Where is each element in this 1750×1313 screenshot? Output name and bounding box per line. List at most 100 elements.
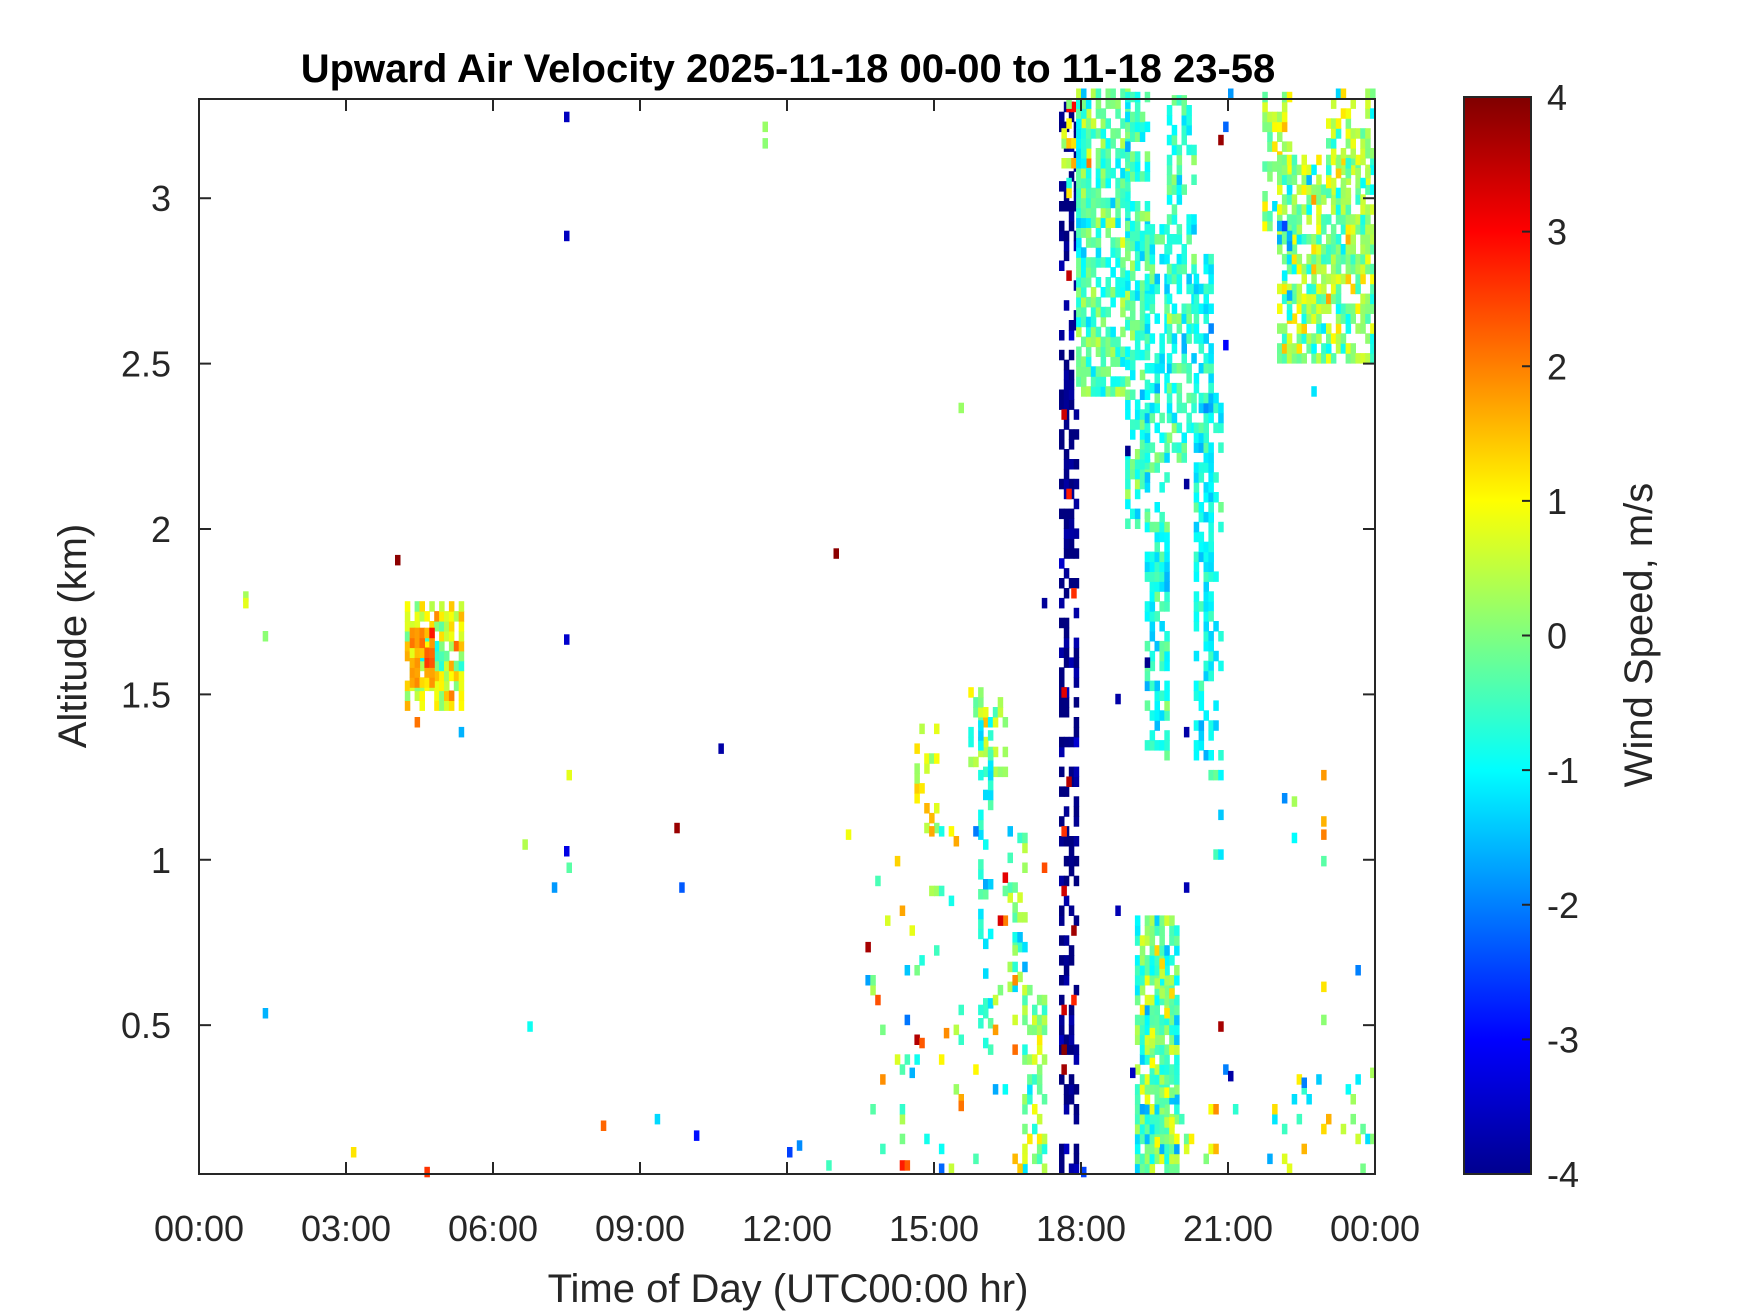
- heatmap-cell: [1370, 224, 1376, 235]
- heatmap-cell: [1059, 697, 1065, 708]
- heatmap-cell: [1330, 194, 1337, 205]
- heatmap-cell: [1130, 230, 1136, 242]
- heatmap-point: [1002, 872, 1009, 883]
- heatmap-cell: [1365, 293, 1371, 305]
- heatmap-cell: [1174, 1074, 1180, 1085]
- heatmap-cell: [1095, 88, 1102, 99]
- heatmap-cell: [1193, 621, 1200, 632]
- heatmap-cell: [983, 998, 989, 1009]
- heatmap-cell: [1213, 650, 1219, 662]
- heatmap-cell: [1073, 836, 1080, 847]
- heatmap-cell: [1063, 736, 1070, 748]
- heatmap-cell: [1134, 111, 1141, 123]
- heatmap-cell: [1068, 1004, 1075, 1016]
- heatmap-cell: [1063, 617, 1070, 629]
- heatmap-cell: [1095, 296, 1102, 308]
- heatmap-cell: [1110, 237, 1116, 248]
- heatmap-cell: [453, 611, 460, 622]
- heatmap-cell: [1360, 293, 1366, 305]
- heatmap-cell: [1144, 1024, 1151, 1036]
- heatmap-cell: [1134, 1014, 1141, 1026]
- heatmap-cell: [1169, 1074, 1175, 1085]
- heatmap-cell: [1186, 144, 1192, 156]
- heatmap-cell: [1198, 442, 1205, 453]
- heatmap-cell: [1208, 611, 1214, 622]
- heatmap-cell: [1213, 422, 1219, 434]
- heatmap-point: [1321, 1014, 1327, 1026]
- heatmap-cell: [1360, 313, 1366, 324]
- heatmap-cell: [1134, 151, 1141, 162]
- heatmap-cell: [1350, 154, 1356, 166]
- heatmap-cell: [1068, 846, 1075, 857]
- heatmap-cell: [1139, 409, 1146, 420]
- heatmap-cell: [924, 822, 930, 834]
- heatmap-cell: [1301, 273, 1307, 285]
- x-tick-label: 12:00: [742, 1208, 832, 1249]
- heatmap-point: [1370, 1067, 1376, 1079]
- heatmap-point: [654, 1113, 661, 1125]
- heatmap-cell: [1110, 88, 1116, 99]
- heatmap-cell: [1068, 389, 1075, 400]
- heatmap-cell: [1301, 174, 1307, 185]
- heatmap-cell: [1149, 1027, 1156, 1039]
- heatmap-point: [1228, 1070, 1234, 1082]
- heatmap-cell: [1125, 141, 1131, 152]
- heatmap-cell: [1134, 230, 1141, 242]
- heatmap-cell: [1012, 1014, 1018, 1026]
- heatmap-point: [1223, 339, 1229, 351]
- heatmap-cell: [1203, 412, 1209, 424]
- heatmap-point: [262, 631, 269, 642]
- heatmap-cell: [1176, 363, 1183, 374]
- heatmap-cell: [1330, 128, 1337, 139]
- heatmap-cell: [1068, 538, 1075, 549]
- heatmap-cell: [1340, 214, 1347, 225]
- heatmap-cell: [1203, 581, 1209, 592]
- heatmap-cell: [1115, 158, 1121, 169]
- heatmap-cell: [1063, 786, 1070, 797]
- heatmap-cell: [1191, 402, 1197, 414]
- heatmap-cell: [997, 984, 1004, 996]
- heatmap-cell: [1134, 1113, 1141, 1125]
- heatmap-cell: [1130, 389, 1136, 400]
- heatmap-cell: [1139, 468, 1146, 480]
- heatmap-cell: [1277, 184, 1283, 195]
- heatmap-cell: [1076, 158, 1082, 169]
- heatmap-cell: [1027, 1094, 1033, 1105]
- heatmap-point: [1291, 832, 1298, 844]
- heatmap-cell: [1154, 720, 1160, 731]
- heatmap-cell: [1017, 941, 1023, 953]
- heatmap-cell: [1301, 234, 1307, 245]
- heatmap-cell: [1120, 277, 1126, 288]
- heatmap-cell: [419, 647, 425, 658]
- heatmap-cell: [1100, 108, 1107, 119]
- heatmap-cell: [1125, 191, 1131, 202]
- heatmap-cell: [1068, 220, 1075, 232]
- heatmap-cell: [1036, 1074, 1043, 1085]
- heatmap-cell: [1330, 333, 1337, 344]
- heatmap-cell: [914, 793, 920, 804]
- heatmap-cell: [1176, 422, 1183, 434]
- heatmap-cell: [1159, 740, 1165, 751]
- heatmap-cell: [1068, 955, 1075, 966]
- heatmap-cell: [1134, 518, 1141, 529]
- heatmap-cell: [1144, 1004, 1151, 1016]
- heatmap-cell: [1171, 422, 1178, 434]
- heatmap-cell: [1311, 194, 1317, 205]
- heatmap-cell: [1193, 382, 1200, 394]
- colorbar-tick-label: 4: [1547, 77, 1567, 118]
- heatmap-cell: [1081, 148, 1087, 159]
- heatmap-cell: [1166, 184, 1173, 195]
- heatmap-cell: [1171, 363, 1178, 374]
- heatmap-cell: [1281, 101, 1288, 113]
- heatmap-cell: [1061, 1044, 1067, 1055]
- heatmap-cell: [1174, 945, 1180, 956]
- heatmap-cell: [1174, 965, 1180, 976]
- heatmap-cell: [1139, 1014, 1146, 1026]
- heatmap-cell: [924, 763, 930, 774]
- heatmap-cell: [1105, 98, 1111, 109]
- heatmap-cell: [1125, 128, 1131, 139]
- heatmap-cell: [1350, 1113, 1356, 1125]
- heatmap-cell: [1073, 697, 1080, 708]
- heatmap-cell: [1208, 541, 1214, 553]
- heatmap-cell: [914, 783, 920, 794]
